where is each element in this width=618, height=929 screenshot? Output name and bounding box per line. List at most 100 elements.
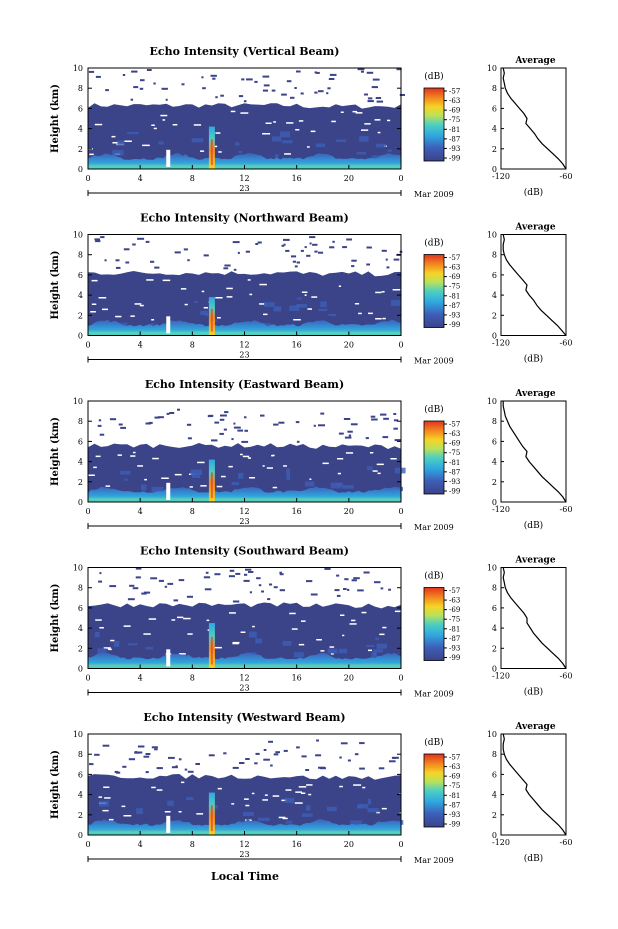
echo-speck xyxy=(357,589,364,592)
x-tick-label: 4 xyxy=(138,507,143,516)
colorbar-tick-label: -75 xyxy=(449,116,460,124)
colorbar-tick-label: -99 xyxy=(449,155,460,163)
echo-patch xyxy=(200,310,208,315)
echo-speck xyxy=(100,236,105,239)
echo-gap xyxy=(307,308,312,310)
echo-speck xyxy=(145,422,151,425)
echo-speck xyxy=(133,86,139,89)
avg-y-tick-label: 0 xyxy=(492,332,497,341)
echo-gap xyxy=(215,297,223,299)
echo-speck xyxy=(318,251,324,254)
echo-speck xyxy=(241,78,245,81)
echo-patch xyxy=(297,297,302,300)
echo-gap xyxy=(164,811,171,813)
echo-gap xyxy=(171,619,176,621)
avg-y-tick-label: 8 xyxy=(492,84,497,93)
y-tick-label: 6 xyxy=(78,770,83,779)
day-label: 23 xyxy=(239,684,249,693)
colorbar-tick-label: -57 xyxy=(449,587,460,595)
echo-patch xyxy=(375,637,379,641)
echo-gap xyxy=(110,639,115,642)
echo-gap xyxy=(181,781,185,784)
echo-gap xyxy=(306,784,313,786)
avg-y-tick-label: 2 xyxy=(492,478,497,487)
echo-speck xyxy=(270,764,273,767)
colorbar-tick-label: -63 xyxy=(449,597,460,605)
echo-patch xyxy=(320,301,327,308)
colorbar-tick-label: -93 xyxy=(449,478,460,486)
echo-speck xyxy=(212,77,216,80)
avg-y-tick-label: 10 xyxy=(487,64,497,73)
echo-speck xyxy=(281,93,287,96)
echo-gap xyxy=(232,641,240,644)
x-tick-label: 8 xyxy=(190,341,195,350)
echo-speck xyxy=(263,749,267,751)
colorbar xyxy=(423,87,445,162)
echo-speck xyxy=(109,585,117,588)
echo-speck xyxy=(294,265,298,268)
echo-patch xyxy=(328,313,337,316)
avg-x-tick-label: -120 xyxy=(492,672,510,681)
echo-speck xyxy=(167,582,174,585)
data-gap xyxy=(166,815,171,833)
data-gap xyxy=(166,649,171,667)
echo-speck xyxy=(306,254,311,257)
y-axis-label: Height (km) xyxy=(50,750,61,819)
echo-gap xyxy=(331,120,336,123)
echo-speck xyxy=(347,759,351,762)
echo-speck xyxy=(215,96,218,99)
y-tick-label: 6 xyxy=(78,437,83,446)
echo-speck xyxy=(290,96,295,99)
echo-gap xyxy=(177,616,184,619)
y-tick-label: 0 xyxy=(78,165,83,174)
echo-gap xyxy=(298,643,305,646)
echo-gap xyxy=(215,132,221,134)
echo-gap xyxy=(368,649,372,652)
echo-speck xyxy=(223,428,227,431)
avg-frame xyxy=(500,733,567,836)
colorbar-tick-label: -81 xyxy=(449,625,460,633)
echo-speck xyxy=(327,87,331,90)
echo-speck xyxy=(375,97,382,99)
echo-patch xyxy=(191,472,201,478)
echo-speck xyxy=(153,82,156,85)
echo-patch xyxy=(280,131,290,138)
echo-gap xyxy=(151,124,155,126)
colorbar-tick-label: -57 xyxy=(449,254,460,262)
echo-speck xyxy=(351,259,357,262)
echo-gap xyxy=(124,140,132,142)
echo-patch xyxy=(119,322,128,328)
x-tick-label: 4 xyxy=(138,840,143,849)
y-tick-label: 4 xyxy=(78,791,83,800)
echo-gap xyxy=(374,119,381,121)
echo-patch xyxy=(167,800,174,806)
avg-y-tick-label: 10 xyxy=(487,397,497,406)
echo-speck xyxy=(320,412,325,415)
avg-x-tick-label: -60 xyxy=(560,838,573,847)
avg-x-label: (dB) xyxy=(524,354,543,365)
avg-y-tick-label: 6 xyxy=(492,604,497,613)
echo-gap xyxy=(196,813,204,815)
avg-x-tick-label: -120 xyxy=(492,505,510,514)
echo-gap xyxy=(285,789,292,791)
echo-speck xyxy=(343,418,351,420)
colorbar-tick-label: -69 xyxy=(449,107,460,115)
echo-speck xyxy=(396,68,402,71)
echo-speck xyxy=(229,569,235,572)
echo-patch xyxy=(186,796,194,801)
y-tick-label: 2 xyxy=(78,478,83,487)
echo-speck xyxy=(154,748,158,751)
echo-speck xyxy=(310,593,318,596)
x-tick-label: 20 xyxy=(344,840,354,849)
echo-patch xyxy=(327,648,338,654)
echo-patch xyxy=(191,138,204,143)
colorbar-tick-label: -93 xyxy=(449,811,460,819)
echo-speck xyxy=(99,433,105,436)
echo-speck xyxy=(135,576,141,579)
echo-patch xyxy=(315,143,326,148)
echo-gap xyxy=(352,110,358,113)
echo-gap xyxy=(184,303,188,306)
colorbar-tick-label: -75 xyxy=(449,449,460,457)
avg-profile-line xyxy=(502,733,567,836)
